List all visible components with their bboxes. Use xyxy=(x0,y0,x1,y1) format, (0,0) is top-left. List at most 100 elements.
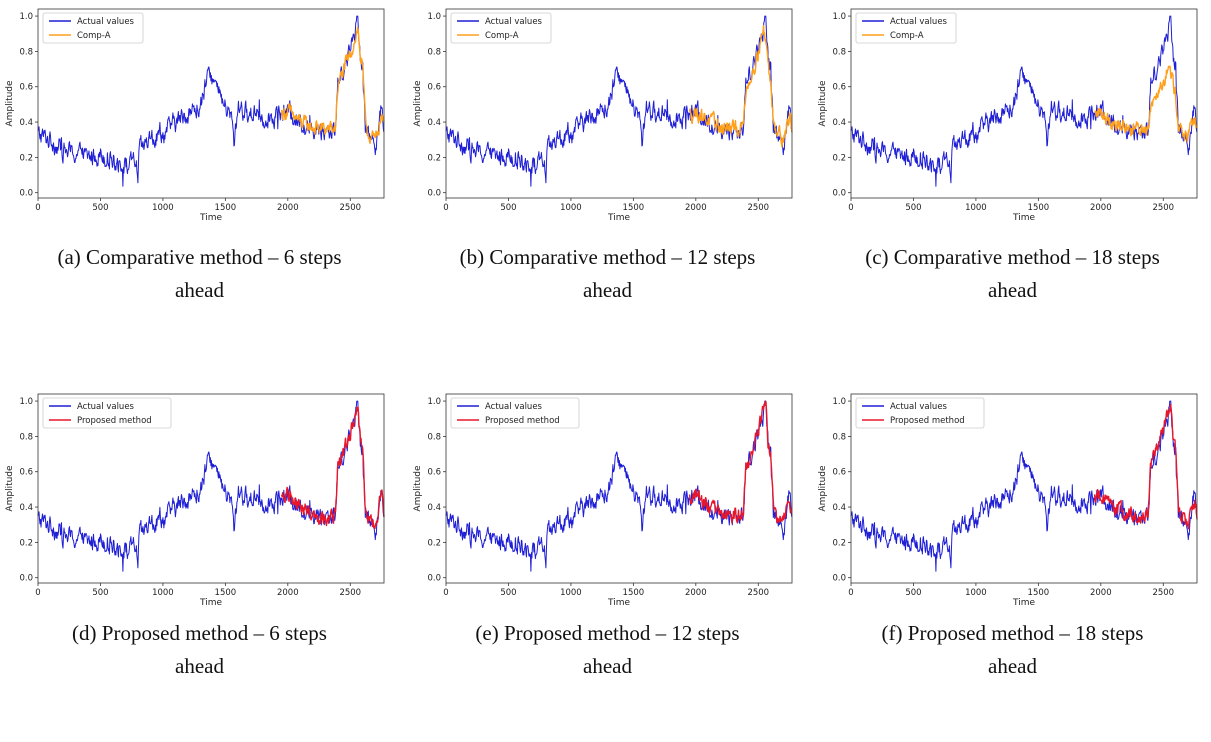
caption-c-line2: ahead xyxy=(988,278,1037,302)
plot-frame-a xyxy=(37,8,385,199)
x-axis-label-e: Time xyxy=(607,598,630,608)
caption-f: (f) Proposed method – 18 steps ahead xyxy=(825,617,1200,683)
legend-f: Actual values Proposed method xyxy=(855,397,985,429)
y-tick-label-f: 0.8 xyxy=(832,432,846,442)
caption-c: (c) Comparative method – 18 steps ahead xyxy=(825,241,1200,307)
plot-frame-b xyxy=(445,8,793,199)
y-axis-label-f: Amplitude xyxy=(818,465,828,512)
legend-label-prediction-b: Comp-A xyxy=(485,31,519,41)
y-tick-label-d: 0.0 xyxy=(19,574,33,584)
caption-f-line2: ahead xyxy=(988,654,1037,678)
x-tick-label-a: 2500 xyxy=(339,203,361,213)
prediction-line-f xyxy=(1093,403,1198,530)
caption-a: (a) Comparative method – 6 steps ahead xyxy=(12,241,387,307)
y-tick-label-b: 0.4 xyxy=(427,118,441,128)
y-tick-label-a: 0.6 xyxy=(19,83,33,93)
y-tick-label-a: 0.4 xyxy=(19,118,33,128)
y-tick-label-c: 0.2 xyxy=(832,153,846,163)
prediction-line-c xyxy=(1094,65,1198,143)
plot-frame-c xyxy=(850,8,1198,199)
chart-a: 0 500 1000 1500 2000 2500 0.0 0.2 0.4 0.6 0.8 1.0 Ti… xyxy=(5,8,385,223)
x-tick-label-f: 2500 xyxy=(1152,588,1174,598)
prediction-line-b xyxy=(688,24,793,148)
x-tick-label-e: 0 xyxy=(443,588,448,598)
y-axis-label-e: Amplitude xyxy=(413,465,423,512)
plot-frame-e xyxy=(445,393,793,584)
chart-c: 0 500 1000 1500 2000 2500 0.0 0.2 0.4 0.6 0.8 1.0 Ti… xyxy=(818,8,1198,223)
y-tick-label-b: 1.0 xyxy=(427,12,441,22)
x-tick-label-b: 1500 xyxy=(623,203,645,213)
y-tick-label-f: 0.2 xyxy=(832,538,846,548)
x-tick-label-e: 2500 xyxy=(747,588,769,598)
y-tick-label-d: 0.4 xyxy=(19,503,33,513)
legend-label-actual-c: Actual values xyxy=(890,17,948,27)
y-tick-label-c: 0.4 xyxy=(832,118,846,128)
legend-a: Actual values Comp-A xyxy=(42,12,144,44)
caption-b-line1: (b) Comparative method – 12 steps xyxy=(459,245,756,269)
legend-label-prediction-c: Comp-A xyxy=(890,31,924,41)
caption-d-line1: (d) Proposed method – 6 steps xyxy=(72,621,327,645)
caption-d-line2: ahead xyxy=(175,654,224,678)
legend-label-actual-b: Actual values xyxy=(485,17,543,27)
legend-d: Actual values Proposed method xyxy=(42,397,172,429)
y-axis-label-b: Amplitude xyxy=(413,80,423,127)
chart-f: 0 500 1000 1500 2000 2500 0.0 0.2 0.4 0.6 0.8 1.0 Ti… xyxy=(818,393,1198,608)
x-tick-label-a: 1000 xyxy=(152,203,174,213)
y-tick-label-e: 0.2 xyxy=(427,538,441,548)
x-tick-label-c: 2500 xyxy=(1152,203,1174,213)
actual-values-line-f xyxy=(850,400,1198,572)
caption-a-line1: (a) Comparative method – 6 steps xyxy=(57,245,342,269)
x-axis-label-d: Time xyxy=(199,598,222,608)
x-tick-label-a: 500 xyxy=(92,203,108,213)
subfigure-e: 0 500 1000 1500 2000 2500 0.0 0.2 0.4 0.6 0.8 1.0 Ti… xyxy=(410,385,805,742)
y-tick-label-e: 0.0 xyxy=(427,574,441,584)
legend-box-f xyxy=(855,397,985,429)
prediction-line-d xyxy=(280,406,385,529)
x-tick-label-a: 1500 xyxy=(215,203,237,213)
x-tick-label-e: 1500 xyxy=(623,588,645,598)
plot-frame-d xyxy=(37,393,385,584)
x-axis-label-f: Time xyxy=(1012,598,1035,608)
x-tick-label-b: 2000 xyxy=(685,203,707,213)
y-tick-label-f: 0.4 xyxy=(832,503,846,513)
x-tick-label-e: 1000 xyxy=(560,588,582,598)
x-tick-label-e: 2000 xyxy=(685,588,707,598)
x-tick-label-f: 500 xyxy=(905,588,921,598)
x-tick-label-b: 1000 xyxy=(560,203,582,213)
actual-values-line-d xyxy=(37,400,385,572)
y-tick-label-f: 1.0 xyxy=(832,397,846,407)
x-tick-label-f: 2000 xyxy=(1090,588,1112,598)
subfigure-c: 0 500 1000 1500 2000 2500 0.0 0.2 0.4 0.6 0.8 1.0 Ti… xyxy=(815,0,1210,357)
x-tick-label-c: 0 xyxy=(848,203,853,213)
legend-box-d xyxy=(42,397,172,429)
x-tick-label-c: 1000 xyxy=(965,203,987,213)
legend-label-prediction-e: Proposed method xyxy=(485,416,560,426)
y-tick-label-b: 0.0 xyxy=(427,189,441,199)
caption-c-line1: (c) Comparative method – 18 steps xyxy=(865,245,1160,269)
x-tick-label-e: 500 xyxy=(500,588,516,598)
chart-e: 0 500 1000 1500 2000 2500 0.0 0.2 0.4 0.6 0.8 1.0 Ti… xyxy=(413,393,793,608)
x-tick-label-b: 0 xyxy=(443,203,448,213)
x-tick-label-b: 2500 xyxy=(747,203,769,213)
x-tick-label-f: 1500 xyxy=(1028,588,1050,598)
x-tick-label-d: 500 xyxy=(92,588,108,598)
x-tick-label-f: 0 xyxy=(848,588,853,598)
x-tick-label-f: 1000 xyxy=(965,588,987,598)
y-tick-label-f: 0.0 xyxy=(832,574,846,584)
caption-b: (b) Comparative method – 12 steps ahead xyxy=(420,241,795,307)
x-tick-label-a: 2000 xyxy=(277,203,299,213)
y-tick-label-b: 0.2 xyxy=(427,153,441,163)
x-tick-label-d: 1000 xyxy=(152,588,174,598)
y-tick-label-e: 0.6 xyxy=(427,468,441,478)
subfigure-a: 0 500 1000 1500 2000 2500 0.0 0.2 0.4 0.6 0.8 1.0 Ti… xyxy=(2,0,397,357)
y-tick-label-e: 1.0 xyxy=(427,397,441,407)
legend-label-actual-d: Actual values xyxy=(77,402,135,412)
legend-label-prediction-a: Comp-A xyxy=(77,31,111,41)
y-axis-label-a: Amplitude xyxy=(5,80,15,127)
y-tick-label-d: 0.2 xyxy=(19,538,33,548)
legend-b: Actual values Comp-A xyxy=(450,12,552,44)
x-axis-label-a: Time xyxy=(199,213,222,223)
x-tick-label-c: 500 xyxy=(905,203,921,213)
legend-c: Actual values Comp-A xyxy=(855,12,957,44)
legend-box-e xyxy=(450,397,580,429)
